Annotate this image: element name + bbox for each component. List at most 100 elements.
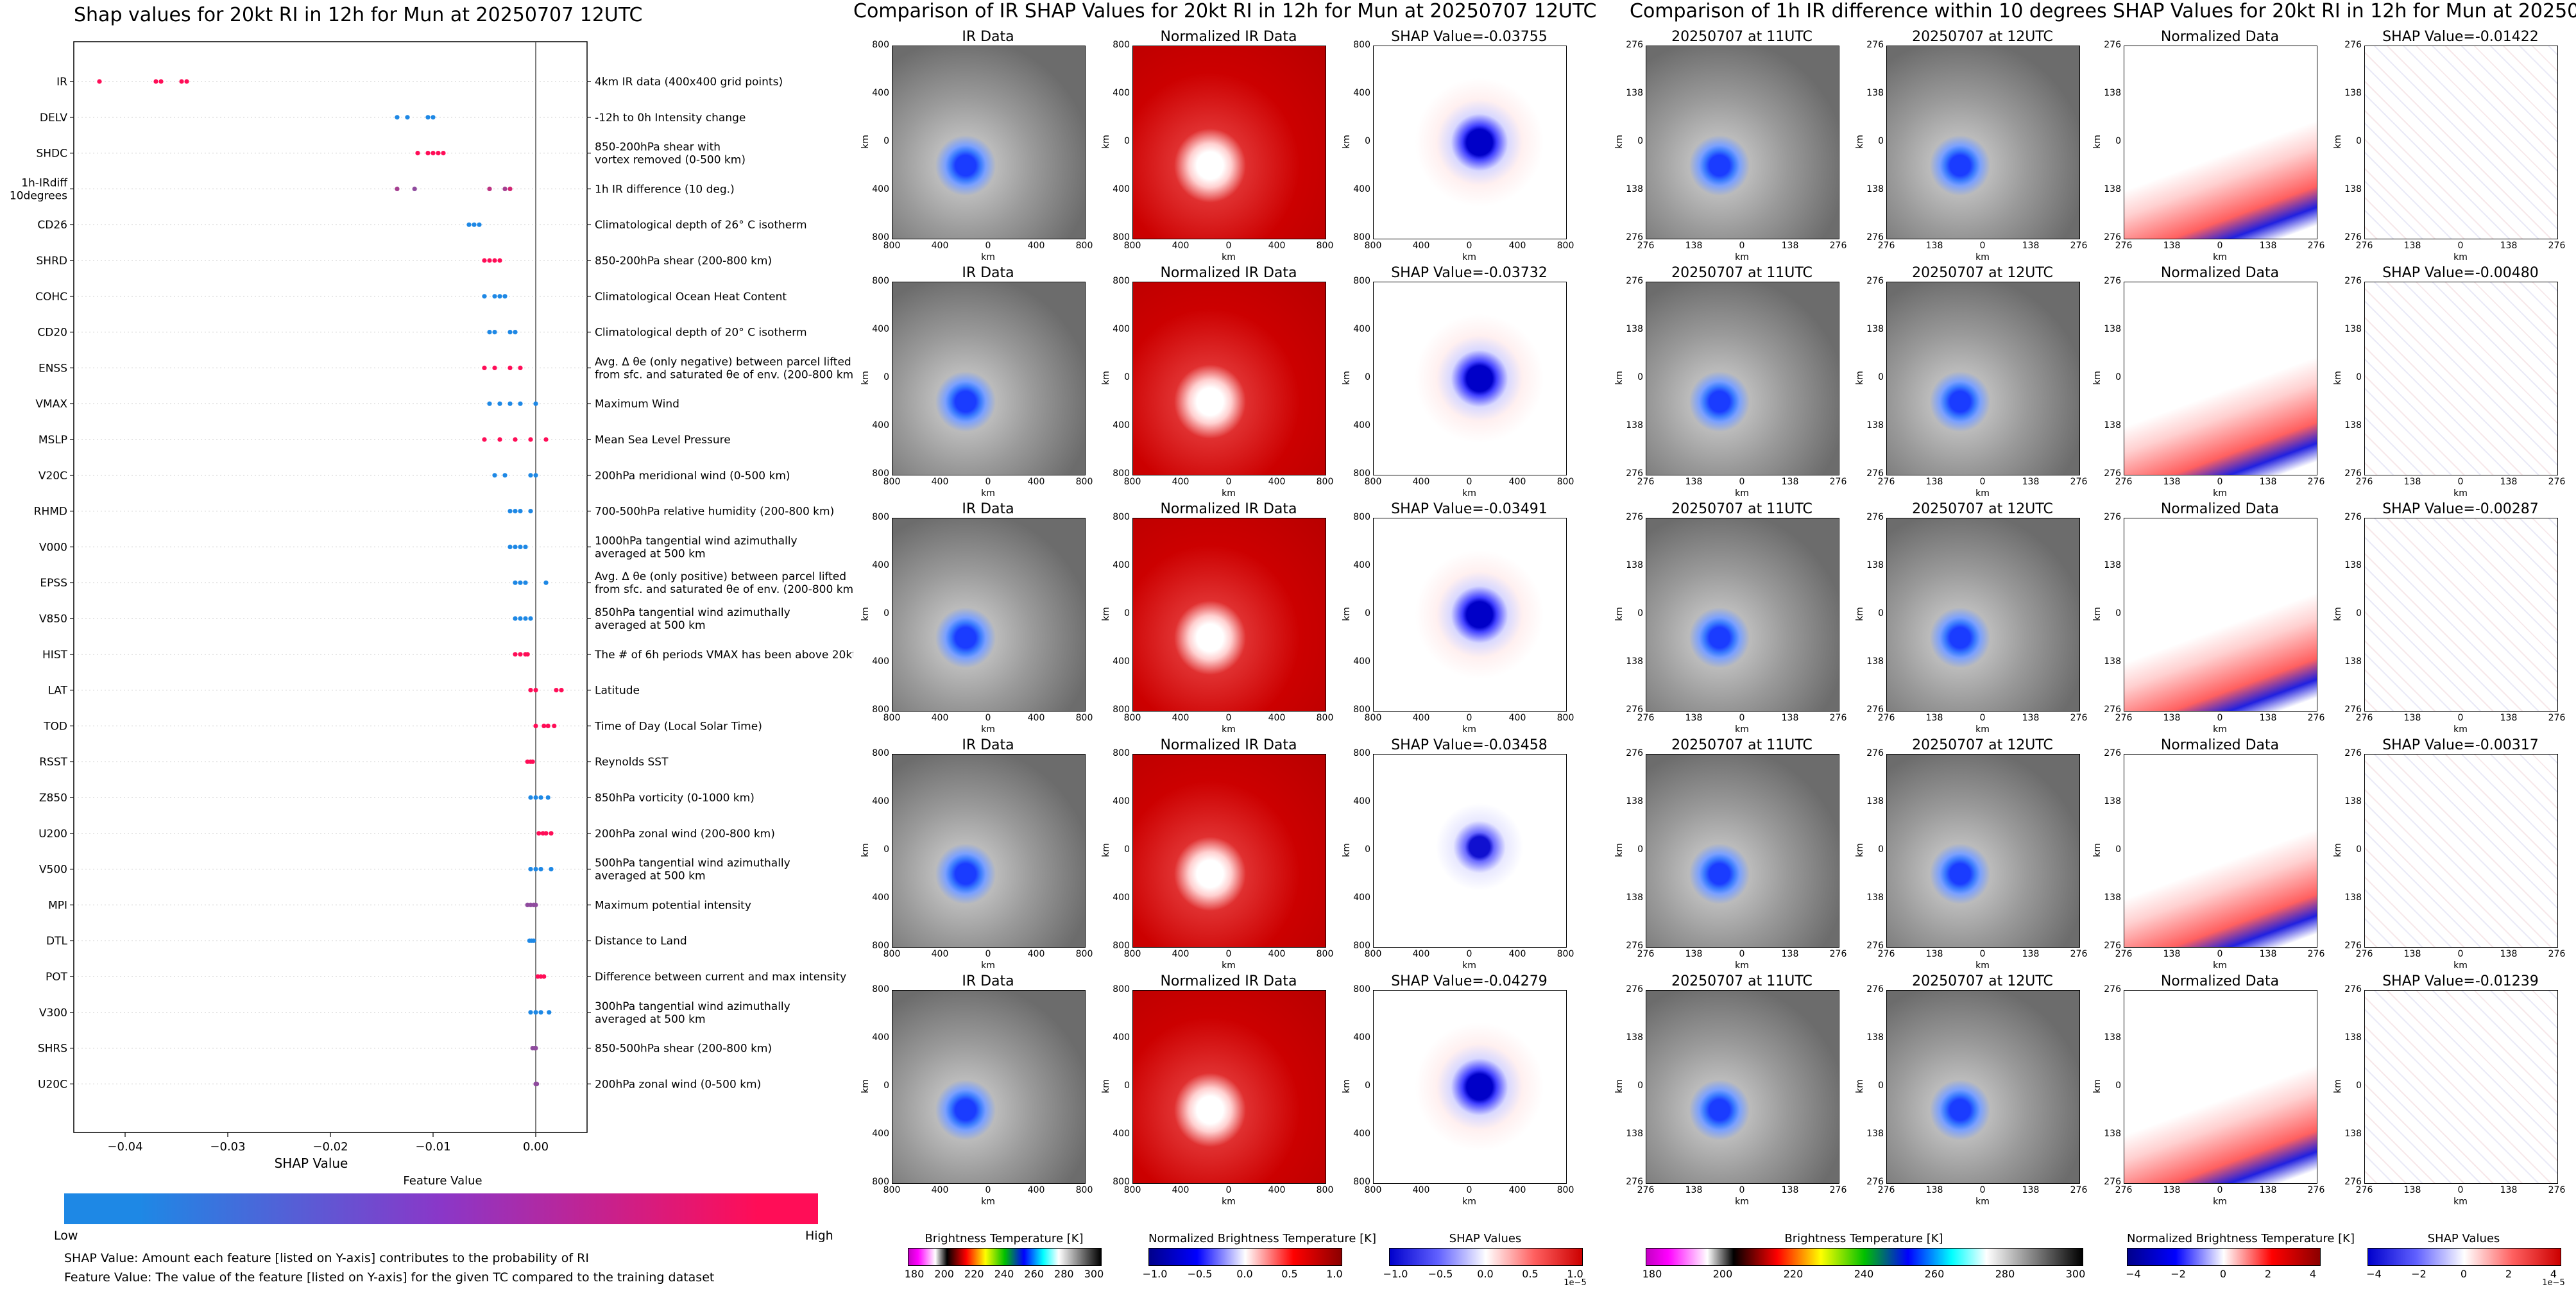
y-tick-label: 800 [1353,941,1370,951]
shap-point [179,79,184,84]
y-tick-label: 138 [2104,560,2121,570]
x-tick-label: 400 [1268,241,1286,251]
y-tick-label: 138 [2344,892,2362,903]
x-tick-label: 138 [2163,1185,2181,1195]
y-tick-label: 0 [1365,372,1370,382]
feature-description-label: Climatological Ocean Heat Content [595,291,787,303]
panel-title: SHAP Value=-0.03491 [1391,501,1548,517]
y-axis-unit: km [1341,371,1352,385]
ir-comparison-title: Comparison of IR SHAP Values for 20kt RI… [853,0,1597,22]
shap-point [502,294,508,299]
y-tick-label: 0 [2115,136,2121,146]
y-tick-label: 800 [1113,512,1130,522]
y-axis-unit: km [2332,371,2343,385]
panel-image [1132,518,1326,712]
y-tick-label: 0 [2115,1080,2121,1091]
x-tick-label: 276 [2070,477,2088,487]
x-tick-label: 0 [1466,241,1472,251]
y-axis-unit: km [2092,371,2103,385]
y-axis-unit: km [1100,135,1111,149]
x-tick-label: 276 [2548,1185,2566,1195]
panel-image [2364,282,2558,475]
colorbar-tick-label: 220 [964,1268,984,1280]
colorbar [1389,1248,1583,1266]
panel-image [1646,518,1839,712]
shap-point [497,294,502,299]
x-axis-unit: km [981,724,995,735]
shap-point [518,365,523,371]
x-tick-label: 0 [1739,949,1745,959]
x-tick-label: 276 [2070,713,2088,723]
x-tick-label: 276 [2115,1185,2133,1195]
y-tick-label: 0 [883,136,889,146]
x-tick-label: 400 [1508,949,1526,959]
panel-image [2124,754,2317,948]
y-axis-unit: km [1341,1079,1352,1093]
y-tick-label: 0 [1637,608,1643,619]
feature-code-label: COHC [35,291,67,303]
x-axis-unit: km [981,1197,995,1207]
panel-image [2124,518,2317,712]
y-tick-label: 276 [1626,984,1643,994]
y-axis-unit: km [1100,843,1111,857]
x-tick-label: 800 [1123,241,1141,251]
y-tick-label: 0 [1637,372,1643,382]
panel-title: 20250707 at 12UTC [1912,265,2053,281]
y-tick-label: 138 [1866,420,1884,431]
x-tick-label: 138 [2163,241,2181,251]
y-tick-label: 0 [883,844,889,855]
y-tick-label: 400 [872,560,889,570]
y-axis-unit: km [2092,135,2103,149]
x-tick-label: 800 [883,241,901,251]
colorbar-offset-label: 1e−5 [1564,1278,1587,1288]
feature-code-label: MPI [48,899,67,912]
panel-image [1646,990,1839,1184]
y-axis-unit: km [860,843,871,857]
colorbar [1646,1248,2083,1266]
y-tick-label: 0 [1365,136,1370,146]
panel-image [1373,282,1567,475]
x-tick-label: 0 [1225,477,1232,487]
shap-point [412,186,417,191]
x-tick-label: 138 [2403,949,2421,959]
x-tick-label: 0 [2217,949,2223,959]
x-tick-label: 400 [1508,477,1526,487]
x-tick-label: 800 [1316,477,1334,487]
x-tick-label: 138 [2403,713,2421,723]
colorbar-tick-label: −1.0 [1383,1268,1408,1280]
y-tick-label: 800 [872,40,889,50]
x-tick-label: −0.01 [415,1140,450,1154]
x-tick-label: 0 [2457,1185,2464,1195]
y-tick-label: 138 [1866,560,1884,570]
y-tick-label: 276 [2104,1177,2121,1187]
x-tick-label: 800 [1075,241,1093,251]
x-tick-label: 0 [1979,713,1986,723]
y-axis-unit: km [1614,371,1625,385]
y-tick-label: 400 [1353,184,1370,194]
x-tick-label: 138 [2163,949,2181,959]
colorbar-tick-label: 280 [1054,1268,1074,1280]
x-tick-label: 0 [2217,477,2223,487]
panel-image [892,990,1086,1184]
x-tick-label: 800 [1557,241,1574,251]
y-axis-unit: km [1614,607,1625,621]
x-tick-label: 800 [883,477,901,487]
x-tick-label: 800 [1123,949,1141,959]
y-tick-label: 0 [2356,1080,2362,1091]
x-tick-label: 138 [2259,949,2277,959]
x-tick-label: 400 [1412,949,1430,959]
y-tick-label: 400 [1353,1032,1370,1043]
x-tick-label: 400 [1268,949,1286,959]
x-tick-label: 138 [2500,1185,2518,1195]
panel-title: 20250707 at 11UTC [1671,737,1813,753]
y-tick-label: 400 [872,88,889,98]
colorbar-tick-label: −4 [2366,1268,2382,1280]
x-tick-label: 276 [2307,1185,2325,1195]
x-tick-label: 0 [2457,477,2464,487]
image-panel: Normalized Data 276 276 138 138 0 0 138 138 276 27… [2092,501,2342,738]
panel-title: 20250707 at 12UTC [1912,973,2053,989]
feature-code-label: U20C [38,1078,67,1091]
y-axis-unit: km [1100,1079,1111,1093]
feature-description-label: Maximum potential intensity [595,899,751,912]
shap-point [497,437,502,442]
